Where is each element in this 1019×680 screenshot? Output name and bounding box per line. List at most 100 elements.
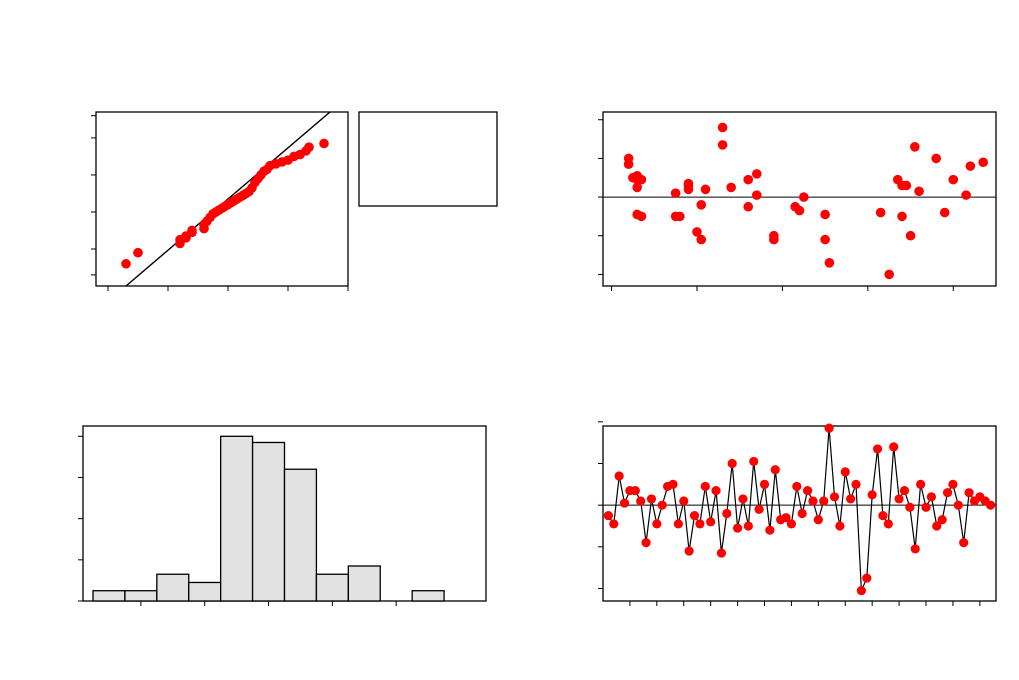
data-point (884, 269, 895, 280)
data-point (819, 496, 829, 506)
data-point (711, 485, 721, 496)
data-point (700, 481, 710, 492)
data-point (696, 200, 707, 210)
data-point (759, 479, 770, 489)
data-point (835, 521, 845, 531)
plot-frame (602, 111, 997, 287)
data-point (964, 488, 974, 498)
data-point (727, 458, 737, 469)
data-point (820, 209, 830, 220)
data-point (683, 178, 694, 189)
data-point (875, 207, 886, 218)
data-point (695, 519, 705, 529)
data-point (914, 186, 924, 197)
histogram-of-residuals (78, 425, 487, 606)
data-point (641, 538, 651, 548)
data-point (304, 142, 314, 152)
data-point (932, 521, 942, 531)
data-point (749, 456, 759, 467)
data-point (921, 502, 931, 512)
data-point (910, 544, 920, 554)
data-point (684, 546, 694, 556)
histogram-bar (315, 573, 349, 602)
data-point (133, 247, 143, 258)
data-point (856, 585, 867, 596)
data-point (706, 517, 716, 527)
data-point (797, 508, 807, 519)
histogram-bar (220, 435, 254, 602)
data-point (872, 444, 883, 454)
data-point (897, 211, 907, 222)
data-point (668, 479, 678, 489)
data-point (619, 498, 630, 508)
data-point (319, 138, 329, 149)
data-point (937, 515, 947, 525)
data-point (978, 157, 988, 168)
data-point (905, 230, 916, 241)
data-point (846, 494, 856, 504)
data-point (905, 502, 915, 512)
data-point (794, 205, 805, 216)
data-point (769, 234, 779, 245)
data-point (931, 153, 941, 164)
data-point (883, 519, 893, 529)
data-point (878, 510, 888, 521)
data-point (675, 211, 685, 222)
data-point (614, 471, 624, 481)
data-point (652, 519, 662, 529)
data-point (722, 508, 732, 519)
histogram-bar (251, 441, 286, 602)
data-point (738, 494, 748, 504)
histogram-bar (188, 581, 222, 602)
histogram-bar (124, 590, 158, 602)
legend-box (358, 111, 498, 207)
data-point (961, 190, 971, 200)
data-point (781, 513, 791, 523)
data-point (632, 182, 642, 193)
data-point (623, 159, 634, 169)
legend-frame (358, 111, 498, 207)
plot-frame (602, 425, 997, 602)
data-point (786, 519, 797, 529)
data-point (802, 485, 813, 496)
data-point (770, 465, 780, 475)
data-point (689, 510, 700, 521)
residuals-versus-fits-plot (598, 111, 997, 291)
normal-probability-plot (91, 111, 349, 291)
data-point (646, 494, 657, 504)
data-point (743, 174, 754, 185)
data-point (910, 142, 920, 152)
data-point (187, 225, 197, 236)
data-point (717, 122, 728, 133)
data-point (965, 161, 976, 171)
data-point (986, 500, 996, 510)
data-point (726, 182, 736, 193)
residuals-versus-order-plot (598, 421, 997, 606)
data-point (751, 169, 762, 179)
data-point (840, 467, 850, 477)
data-point (829, 492, 840, 502)
data-point (751, 190, 762, 200)
data-point (636, 174, 647, 185)
data-point (824, 423, 834, 433)
data-point (609, 519, 619, 529)
data-point (717, 140, 728, 150)
data-point (670, 188, 681, 198)
histogram-bar (347, 565, 381, 602)
histogram-bar (156, 573, 190, 602)
data-point (948, 174, 959, 185)
data-point (743, 201, 754, 212)
data-point (798, 192, 809, 202)
data-point (700, 184, 711, 195)
data-point (889, 442, 899, 452)
data-point (603, 510, 613, 521)
data-point (716, 548, 727, 558)
plot-frame (95, 111, 349, 287)
data-point (942, 488, 953, 498)
data-point (630, 485, 640, 496)
histogram-bar (411, 590, 445, 602)
data-point (813, 515, 823, 525)
data-point (754, 504, 764, 514)
